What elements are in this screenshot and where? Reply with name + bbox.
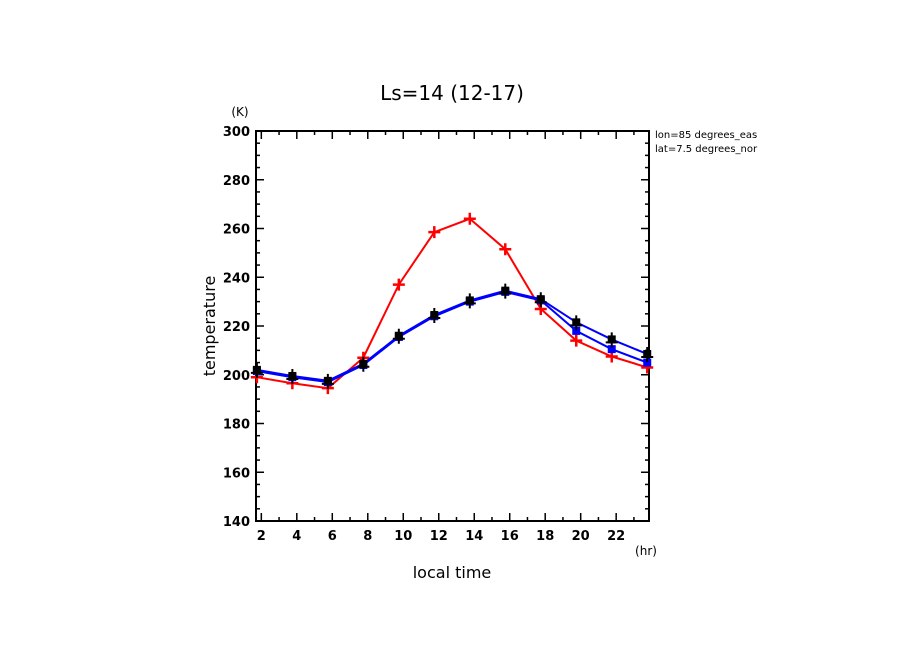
data-point-cross-blue-upper [641,347,654,363]
y-tick-label: 280 [223,174,250,189]
x-tick-label: 18 [536,529,554,544]
chart-title: Ls=14 (12-17) [380,81,524,105]
data-point-cross-blue-upper [357,356,370,372]
y-tick-label: 180 [223,418,250,433]
data-point-cross-blue-upper [534,292,547,308]
data-point-red [463,212,476,225]
data-point-cross-blue-upper [605,332,618,348]
data-point-blue-lower [572,326,581,335]
x-tick-label: 20 [572,529,590,544]
y-tick-label: 140 [223,515,250,530]
data-point-cross-blue-upper [428,308,441,324]
y-tick-label: 300 [223,125,250,140]
annotation-lon: lon=85 degrees_eas [655,130,757,141]
data-point-cross-blue-upper [286,368,299,384]
data-point-cross-blue-upper [321,373,334,389]
x-tick-label: 14 [465,529,483,544]
data-point-blue-lower [643,358,652,367]
y-tick-label: 220 [223,320,250,335]
plot-axes: 140 160 180 200 220 240 260 280 300 2 4 6 8 10 12 14 16 1… [223,125,650,544]
data-point-cross-blue-upper [570,315,583,331]
series-line-blue-upper [256,289,648,382]
data-point-cross-blue-upper [392,328,405,344]
y-tick-label: 240 [223,271,250,286]
y-tick-label: 160 [223,466,250,481]
x-tick-label: 4 [292,529,301,544]
data-point-cross-blue-upper [499,283,512,299]
x-tick-label: 6 [328,529,337,544]
data-point-red [570,334,583,347]
y-axis-label: temperature [200,276,219,377]
x-tick-label: 8 [363,529,372,544]
x-tick-label: 10 [394,529,412,544]
annotation-lat: lat=7.5 degrees_nor [655,144,758,155]
y-tick-label: 260 [223,223,250,238]
y-tick-label: 200 [223,369,250,384]
data-point-cross-blue-upper [463,293,476,309]
y-unit-label: (K) [231,105,248,119]
data-point-red [392,278,405,291]
x-axis-label: local time [413,563,492,582]
data-point-cross-blue-upper [250,362,263,378]
series-line-blue-lower [256,290,648,384]
series-line-red [256,217,648,390]
x-tick-label: 12 [430,529,448,544]
data-point-red [499,243,512,256]
plot-series [250,212,654,395]
data-point-red [428,226,441,239]
x-tick-label: 2 [257,529,266,544]
plot-frame [255,130,650,522]
x-tick-label: 16 [501,529,519,544]
data-point-blue-lower [607,345,616,354]
x-unit-label: (hr) [635,544,657,558]
x-tick-label: 22 [607,529,625,544]
